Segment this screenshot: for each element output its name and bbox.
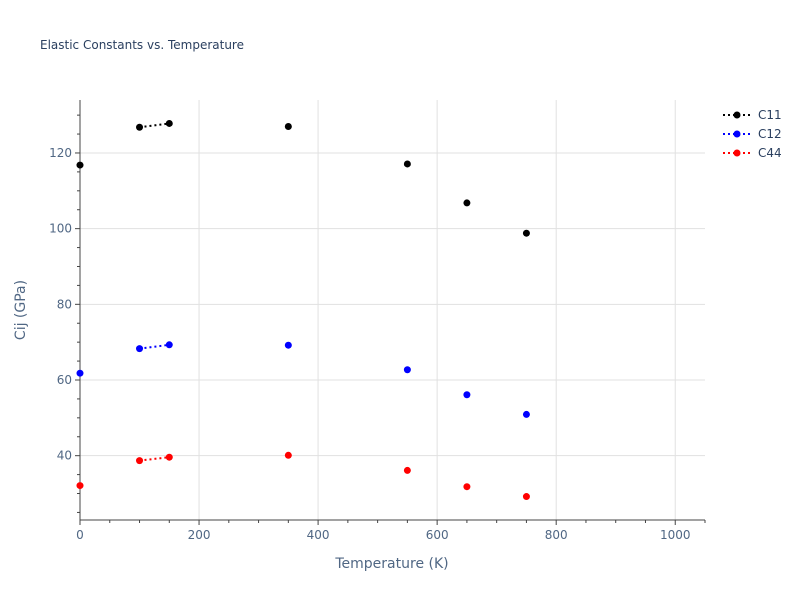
data-point-C44: [403, 466, 411, 474]
grid-layer: [80, 100, 705, 520]
data-point-C12: [76, 369, 84, 377]
y-tick-label: 120: [49, 146, 72, 160]
data-point-C12: [136, 345, 144, 353]
data-point-C11: [403, 160, 411, 168]
axis-layer: 0 200 400 600 800 1000 40 60 80 100 120: [49, 100, 706, 542]
data-point-C11: [165, 119, 173, 127]
legend-label: C12: [758, 127, 782, 141]
series-C44: [76, 451, 530, 501]
y-tick-label: 100: [49, 222, 72, 236]
series-line-C44: [139, 456, 170, 462]
series-line-C11: [139, 122, 170, 129]
series-layer: [76, 119, 530, 501]
data-point-C11: [76, 161, 84, 169]
legend-label: C44: [758, 146, 782, 160]
legend-item-C44[interactable]: C44: [723, 146, 782, 160]
data-point-C44: [522, 493, 530, 501]
data-point-C44: [463, 483, 471, 491]
y-axis-title: Cij (GPa): [13, 280, 29, 340]
legend-label: C11: [758, 108, 782, 122]
y-tick-label: 40: [57, 449, 72, 463]
data-point-C44: [165, 453, 173, 461]
x-axis-title: Temperature (K): [334, 556, 448, 572]
legend-item-C11[interactable]: C11: [723, 108, 782, 122]
legend[interactable]: C11 C12 C44: [723, 108, 782, 160]
data-point-C11: [522, 229, 530, 237]
x-tick-label: 1000: [660, 528, 691, 542]
data-point-C11: [284, 122, 292, 130]
data-point-C44: [76, 482, 84, 490]
data-point-C12: [165, 341, 173, 349]
data-point-C12: [522, 410, 530, 418]
data-point-C12: [403, 366, 411, 374]
x-tick-label: 600: [426, 528, 449, 542]
legend-marker: [733, 111, 741, 119]
legend-marker: [733, 130, 741, 138]
data-point-C11: [463, 199, 471, 207]
legend-item-C12[interactable]: C12: [723, 127, 782, 141]
y-tick-label: 60: [57, 373, 72, 387]
data-point-C11: [136, 123, 144, 131]
data-point-C12: [284, 341, 292, 349]
legend-marker: [733, 149, 741, 157]
data-point-C44: [136, 457, 144, 465]
series-line-C12: [139, 343, 170, 350]
x-tick-label: 400: [307, 528, 330, 542]
x-tick-label: 0: [76, 528, 84, 542]
series-C11: [76, 119, 530, 237]
data-point-C12: [463, 391, 471, 399]
x-tick-label: 200: [188, 528, 211, 542]
chart-title: Elastic Constants vs. Temperature: [40, 38, 244, 52]
x-tick-label: 800: [545, 528, 568, 542]
series-C12: [76, 341, 530, 418]
y-tick-label: 80: [57, 297, 72, 311]
data-point-C44: [284, 451, 292, 459]
